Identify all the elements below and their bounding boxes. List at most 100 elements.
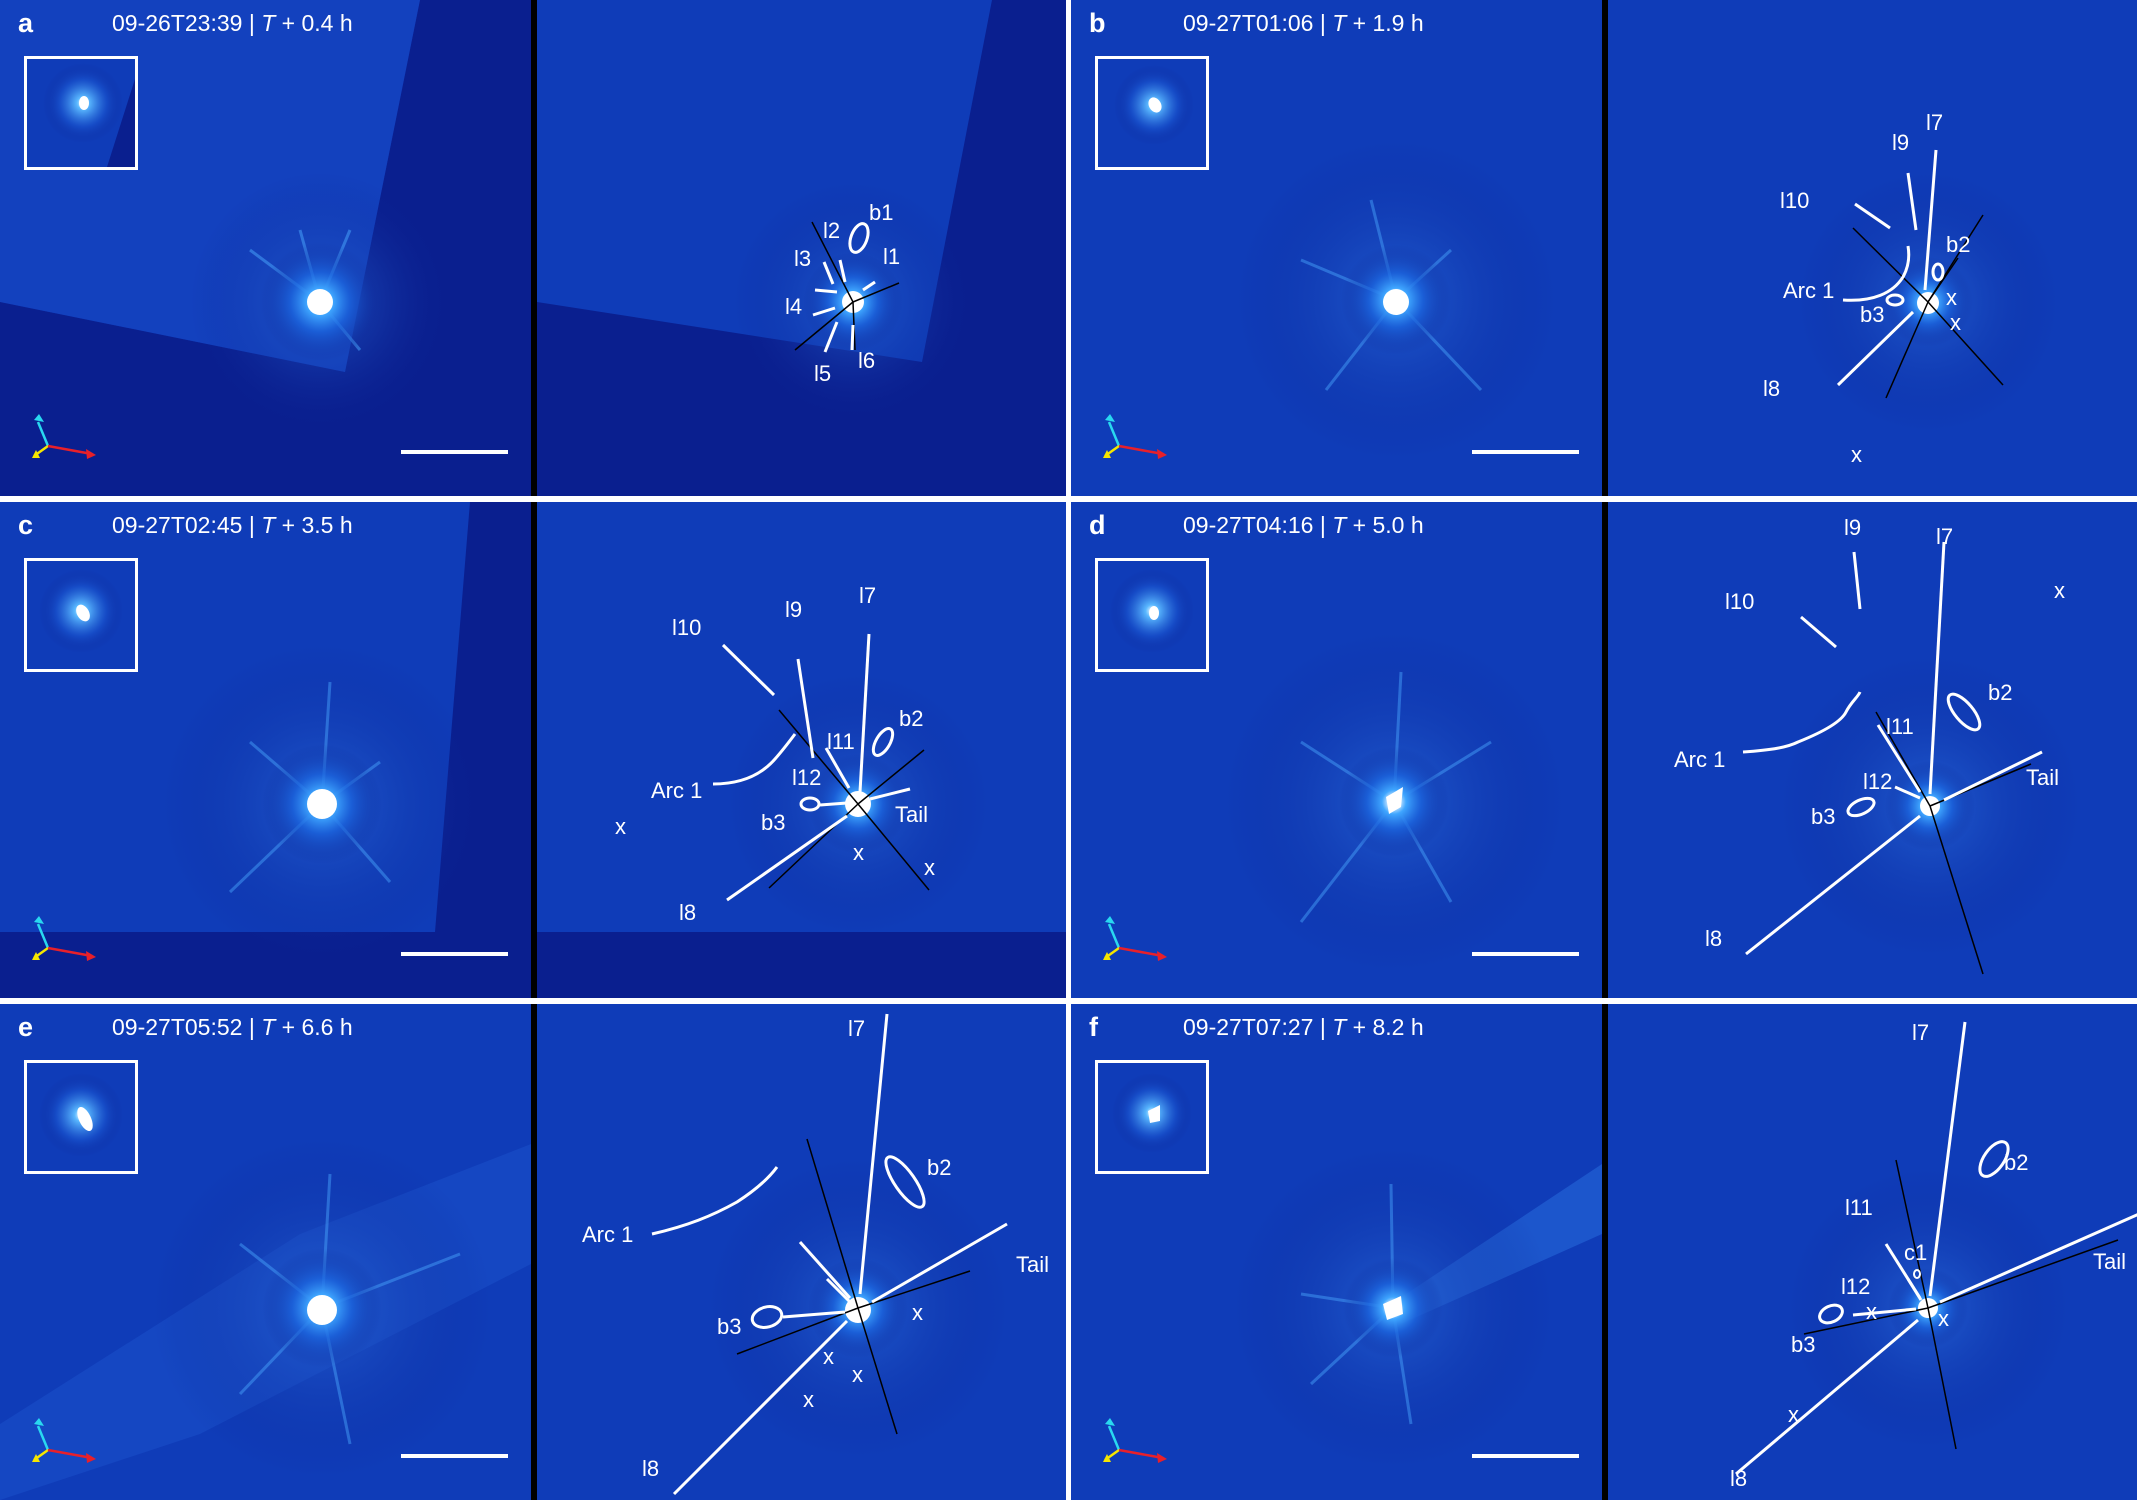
- label-b3: b3: [717, 1314, 741, 1339]
- label-b2: b2: [2004, 1150, 2028, 1175]
- scale-bar: [1472, 1454, 1579, 1458]
- label-l10: l10: [1725, 589, 1754, 614]
- scale-bar: [1472, 952, 1579, 956]
- label-l4: l4: [785, 294, 802, 319]
- label-x: x: [803, 1387, 814, 1412]
- label-tail: Tail: [895, 802, 928, 827]
- label-l5: l5: [814, 361, 831, 386]
- label-l7: l7: [1912, 1020, 1929, 1045]
- nucleus-inset: [1095, 1060, 1209, 1174]
- divider: [1602, 1004, 1608, 1500]
- panel-timestamp: 09-27T04:16 | T + 5.0 h: [1183, 512, 1424, 538]
- divider: [531, 0, 537, 496]
- panel-label: f: [1089, 1012, 1098, 1042]
- panel-timestamp: 09-27T07:27 | T + 8.2 h: [1183, 1014, 1424, 1040]
- label-b3: b3: [1811, 804, 1835, 829]
- label-l8: l8: [1730, 1466, 1747, 1491]
- label-x: x: [1851, 442, 1862, 467]
- label-l10: l10: [1780, 188, 1809, 213]
- panel-timestamp: 09-26T23:39 | T + 0.4 h: [112, 10, 353, 36]
- label-x: x: [852, 1362, 863, 1387]
- label-b2: b2: [899, 706, 923, 731]
- label-b2: b2: [1988, 680, 2012, 705]
- label-b1: b1: [869, 200, 893, 225]
- panel-label: b: [1089, 8, 1106, 38]
- label-l7: l7: [1936, 524, 1953, 549]
- label-l8: l8: [679, 900, 696, 925]
- label-l7: l7: [859, 583, 876, 608]
- compass-icon: [1103, 1418, 1167, 1463]
- label-x: x: [823, 1344, 834, 1369]
- label-b3: b3: [1791, 1332, 1815, 1357]
- label-l3: l3: [794, 246, 811, 271]
- panel-label: e: [18, 1012, 34, 1042]
- label-x: x: [1788, 1402, 1799, 1427]
- label-tail: Tail: [2093, 1249, 2126, 1274]
- nucleus-inset: [24, 1060, 138, 1174]
- label-l9: l9: [785, 597, 802, 622]
- scale-bar: [401, 1454, 508, 1458]
- panel-a: a 09-26T23:39 | T + 0.4 h: [0, 0, 1066, 496]
- label-tail: Tail: [1016, 1252, 1049, 1277]
- annotated-image-f: b2 l7 l11 c1 l12 Tail x x b3 x l8: [1608, 1004, 2137, 1500]
- raw-image-b: b 09-27T01:06 | T + 1.9 h: [1071, 0, 1602, 496]
- label-l7: l7: [848, 1016, 865, 1041]
- panel-label: c: [18, 510, 34, 540]
- panel-timestamp: 09-27T01:06 | T + 1.9 h: [1183, 10, 1424, 36]
- compass-icon: [1103, 414, 1167, 459]
- compass-icon: [32, 414, 96, 459]
- raw-image-c: c 09-27T02:45 | T + 3.5 h: [0, 502, 531, 998]
- label-x: x: [1950, 310, 1961, 335]
- annotated-image-c: l7 l9 l10 b2 l11 l12 Arc 1 b3 Tail x x x…: [537, 502, 1066, 998]
- nucleus-inset: [1095, 558, 1209, 672]
- label-x: x: [912, 1300, 923, 1325]
- label-l1: l1: [883, 244, 900, 269]
- compass-icon: [1103, 916, 1167, 961]
- label-b3: b3: [761, 810, 785, 835]
- label-b2: b2: [927, 1155, 951, 1180]
- scale-bar: [401, 952, 508, 956]
- label-c1: c1: [1904, 1240, 1927, 1265]
- label-x: x: [924, 855, 935, 880]
- label-l12: l12: [792, 765, 821, 790]
- label-x: x: [853, 840, 864, 865]
- panel-timestamp: 09-27T05:52 | T + 6.6 h: [112, 1014, 353, 1040]
- annotated-image-d: l9 l7 l10 x b2 l11 Arc 1 l12 Tail b3 l8: [1608, 502, 2137, 998]
- label-x: x: [1866, 1299, 1877, 1324]
- annotated-image-a: b1 l2 l3 l1 l4 l5 l6: [537, 0, 1066, 496]
- label-x: x: [1946, 285, 1957, 310]
- label-l8: l8: [1763, 376, 1780, 401]
- label-l12: l12: [1863, 769, 1892, 794]
- compass-icon: [32, 1418, 96, 1463]
- label-l12: l12: [1841, 1274, 1870, 1299]
- label-tail: Tail: [2026, 765, 2059, 790]
- label-x: x: [1938, 1306, 1949, 1331]
- label-l11: l11: [1845, 1195, 1873, 1220]
- label-l7: l7: [1926, 110, 1943, 135]
- label-l10: l10: [672, 615, 701, 640]
- label-l9: l9: [1892, 130, 1909, 155]
- annotated-image-e: l7 b2 Arc 1 Tail b3 x x x x l8: [537, 1004, 1066, 1500]
- label-l11: l11: [827, 729, 855, 754]
- label-l8: l8: [1705, 926, 1722, 951]
- scale-bar: [1472, 450, 1579, 454]
- nucleus-inset: [24, 56, 138, 170]
- label-b2: b2: [1946, 232, 1970, 257]
- label-l11: l11: [1886, 714, 1914, 739]
- label-b3: b3: [1860, 302, 1884, 327]
- raw-image-a: a 09-26T23:39 | T + 0.4 h: [0, 0, 531, 496]
- label-l9: l9: [1844, 515, 1861, 540]
- divider: [1602, 502, 1608, 998]
- panel-label: a: [18, 8, 34, 38]
- panel-b: b 09-27T01:06 | T + 1.9 h: [1071, 0, 2137, 496]
- label-arc1: Arc 1: [582, 1222, 633, 1247]
- panel-timestamp: 09-27T02:45 | T + 3.5 h: [112, 512, 353, 538]
- panel-label: d: [1089, 510, 1106, 540]
- divider: [531, 1004, 537, 1500]
- label-arc1: Arc 1: [1674, 747, 1725, 772]
- nucleus-inset: [24, 558, 138, 672]
- label-l8: l8: [642, 1456, 659, 1481]
- label-x: x: [615, 814, 626, 839]
- compass-icon: [32, 916, 96, 961]
- annotated-image-b: l7 l9 l10 Arc 1 b2 b3 l8 x x x: [1608, 0, 2137, 496]
